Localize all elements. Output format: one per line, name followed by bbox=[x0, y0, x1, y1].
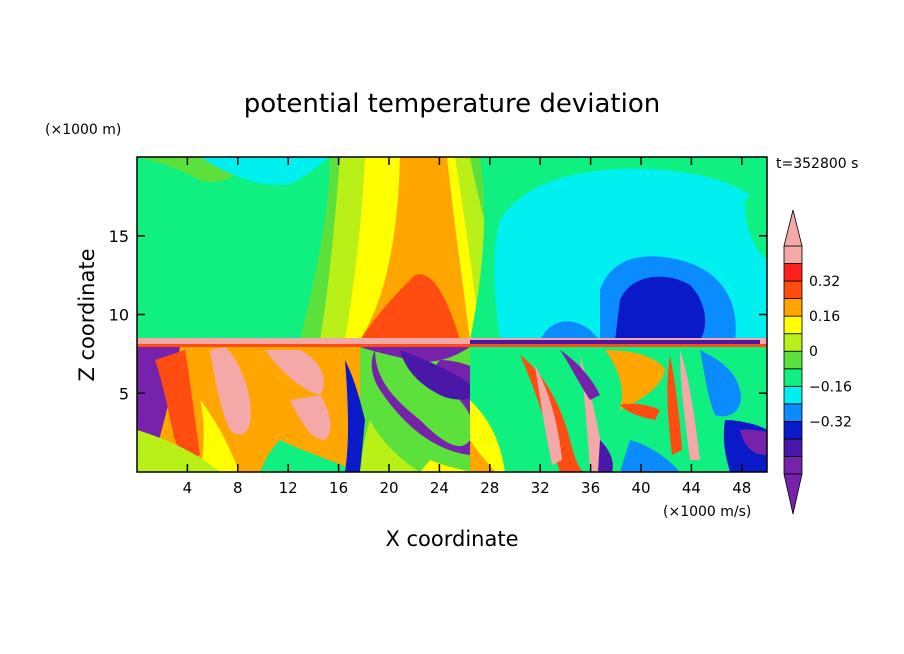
colorbar-swatch bbox=[783, 385, 803, 405]
x-tick-label: 48 bbox=[732, 479, 751, 497]
colorbar-extend-min bbox=[783, 473, 803, 515]
y-axis-ticks: 5 10 15 bbox=[109, 227, 767, 403]
time-label: t=352800 s bbox=[776, 156, 858, 172]
colorbar-swatch bbox=[783, 333, 803, 352]
x-tick-label: 44 bbox=[682, 479, 701, 497]
colorbar: 0.32 0.16 0 −0.16 −0.32 bbox=[783, 209, 852, 515]
colorbar-swatch bbox=[783, 315, 803, 335]
colorbar-swatch bbox=[783, 368, 803, 387]
colorbar-tick-label: −0.32 bbox=[809, 414, 852, 430]
x-tick-label: 4 bbox=[183, 479, 193, 497]
colorbar-tick-label: −0.16 bbox=[809, 379, 852, 395]
colorbar-tick-label: 0.32 bbox=[809, 274, 840, 290]
colorbar-tick-label: 0 bbox=[809, 344, 818, 360]
colorbar-swatch bbox=[783, 298, 803, 317]
colorbar-swatch bbox=[783, 263, 803, 282]
colorbar-swatch bbox=[783, 438, 803, 457]
colorbar-swatch bbox=[783, 350, 803, 370]
colorbar-swatch bbox=[783, 245, 803, 264]
x-tick-label: 12 bbox=[279, 479, 298, 497]
y-tick-label: 10 bbox=[109, 306, 129, 325]
colorbar-swatch bbox=[783, 403, 803, 422]
colorbar-extend-max bbox=[783, 209, 803, 247]
x-tick-label: 40 bbox=[631, 479, 650, 497]
x-axis-label: X coordinate bbox=[385, 527, 518, 551]
chart-title: potential temperature deviation bbox=[244, 89, 660, 119]
colorbar-swatch bbox=[783, 280, 803, 300]
contour-field bbox=[137, 157, 767, 472]
y-tick-label: 5 bbox=[119, 384, 129, 403]
colorbar-tick-label: 0.16 bbox=[809, 309, 840, 325]
x-tick-label: 24 bbox=[430, 479, 449, 497]
y-tick-label: 15 bbox=[109, 227, 129, 246]
x-tick-label: 28 bbox=[480, 479, 499, 497]
colorbar-swatch bbox=[783, 456, 803, 475]
x-unit-label: (×1000 m/s) bbox=[663, 504, 751, 520]
x-tick-label: 32 bbox=[531, 479, 550, 497]
colorbar-swatch bbox=[783, 420, 803, 440]
x-tick-label: 20 bbox=[379, 479, 398, 497]
y-unit-label: (×1000 m) bbox=[45, 122, 121, 138]
x-tick-label: 16 bbox=[329, 479, 348, 497]
x-tick-label: 8 bbox=[233, 479, 243, 497]
x-tick-label: 36 bbox=[581, 479, 600, 497]
y-axis-label: Z coordinate bbox=[75, 248, 99, 381]
x-axis-ticks: 4 8 12 16 20 24 28 32 36 40 44 48 bbox=[183, 157, 751, 497]
